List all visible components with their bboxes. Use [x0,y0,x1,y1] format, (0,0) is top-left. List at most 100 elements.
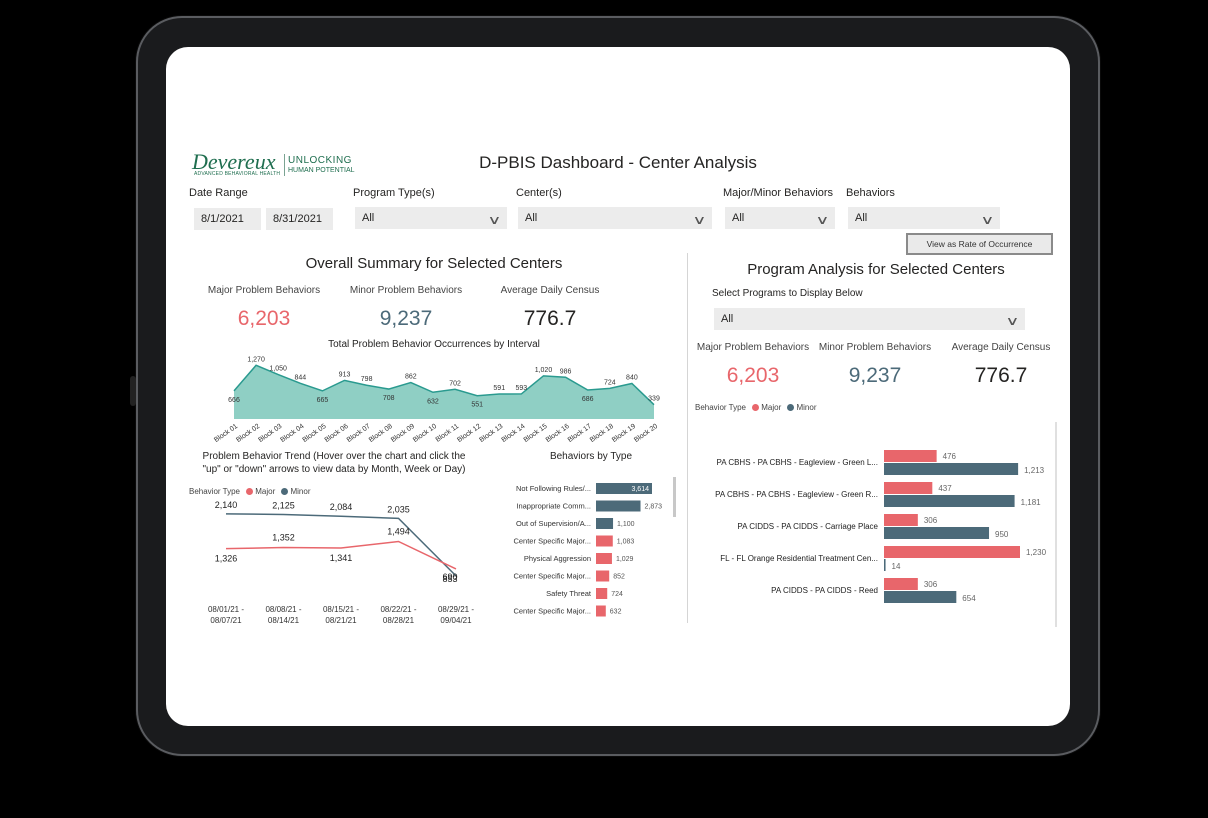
category-label: FL - FL Orange Residential Treatment Cen… [720,554,878,563]
major-bar [884,514,918,526]
data-label: 1,270 [247,356,265,363]
data-label: 306 [924,516,938,525]
data-label: 724 [611,591,623,598]
bar [596,535,613,547]
category-label: PA CIDDS - PA CIDDS - Reed [771,586,878,595]
behaviors-by-type-chart[interactable]: Not Following Rules/... 3,614 Inappropriat… [496,477,686,625]
x-tick-label: Block 16 [545,423,571,444]
x-tick-label: 09/04/21 [440,616,472,625]
data-label: 551 [471,402,483,409]
major-legend-dot [752,404,760,412]
data-label: 1,326 [215,554,238,564]
x-tick-label: Block 05 [302,423,328,444]
section-divider [687,253,688,623]
major-bar [884,450,937,462]
data-label: 306 [924,580,938,589]
data-label: 437 [938,484,952,493]
category-label: Out of Supervision/A... [516,519,591,528]
x-tick-label: 08/01/21 - [208,605,244,614]
x-tick-label: 08/14/21 [268,616,300,625]
category-label: Center Specific Major... [513,537,591,546]
data-label: 1,181 [1021,498,1042,507]
data-label: 591 [493,385,505,392]
overall-summary-title: Overall Summary for Selected Centers [305,255,563,272]
trend-title-line-2: "up" or "down" arrows to view data by Mo… [202,464,466,475]
program-legend-title: Behavior Type [695,403,746,412]
major-minor-label: Major/Minor Behaviors [723,187,834,199]
minor-bar [884,463,1019,475]
bar [596,483,652,494]
category-label: PA CBHS - PA CBHS - Eagleview - Green L.… [716,458,878,467]
logo-subtitle: ADVANCED BEHAVIORAL HEALTH [194,171,281,177]
date-start-input[interactable]: 8/1/2021 [194,208,261,230]
interval-chart-title: Total Problem Behavior Occurrences by In… [328,339,540,350]
rate-of-occurrence-button[interactable]: View as Rate of Occurrence [906,233,1053,255]
data-label: 1,213 [1024,466,1045,475]
program-major-label: Major Problem Behaviors [696,342,810,353]
interval-area-chart[interactable]: 666 1,270 1,050 844 665 913 798 708 862 632 702 551… [206,352,676,444]
x-tick-label: Block 11 [435,423,461,444]
x-tick-label: Block 02 [235,423,261,444]
data-label: 632 [427,398,439,405]
major-minor-select[interactable]: All ∨ [725,207,835,229]
area-line [233,364,655,406]
data-label: 593 [516,385,528,392]
data-label: 852 [613,574,625,581]
page-title: D-PBIS Dashboard - Center Analysis [479,153,757,172]
data-label: 913 [339,371,351,378]
category-label: Physical Aggression [524,554,591,563]
bar [596,588,608,599]
overall-minor-label: Minor Problem Behaviors [349,285,463,296]
minor-bar [884,495,1015,507]
x-tick-label: Block 07 [346,423,372,444]
x-tick-label: 08/15/21 - [323,605,359,614]
overall-major-label: Major Problem Behaviors [207,285,321,296]
data-label: 1,230 [1026,548,1047,557]
category-label: Center Specific Major... [513,607,591,616]
bar [596,518,614,529]
x-tick-label: 08/21/21 [325,616,357,625]
data-label: 476 [943,452,957,461]
bar [596,605,606,617]
data-label: 1,029 [616,556,634,563]
data-label: 1,352 [272,533,295,543]
date-end-input[interactable]: 8/31/2021 [266,208,333,230]
behaviors-select[interactable]: All ∨ [848,207,1000,229]
x-tick-label: Block 04 [279,423,305,444]
behaviors-value: All [855,212,868,224]
trend-title-line-1: Problem Behavior Trend (Hover over the c… [202,451,466,462]
x-tick-label: 08/07/21 [210,616,242,625]
program-type-value: All [362,212,375,224]
trend-legend: Behavior Type Major Minor [189,487,311,496]
program-type-label: Program Type(s) [353,187,435,199]
center-select[interactable]: All ∨ [518,207,712,229]
x-tick-label: Block 14 [500,423,526,444]
chevron-down-icon: ∨ [487,213,502,227]
data-label: 1,494 [387,526,410,536]
x-tick-label: Block 10 [412,423,438,444]
category-label: PA CBHS - PA CBHS - Eagleview - Green R.… [715,490,878,499]
program-type-select[interactable]: All ∨ [355,207,507,229]
series-line-major [225,540,457,570]
category-label: Not Following Rules/... [516,484,591,493]
trend-line-chart[interactable]: 2,140 2,125 2,084 2,035 690 1,326 1,352 1,341 1,… [206,499,506,634]
program-legend-minor: Minor [796,403,817,412]
program-minor-value: 9,237 [848,364,902,387]
center-label: Center(s) [516,187,562,199]
program-bar-chart[interactable]: PA CBHS - PA CBHS - Eagleview - Green L.… [694,442,1054,607]
minor-legend-dot [787,404,795,412]
x-tick-label: 08/29/21 - [438,605,474,614]
x-tick-label: 08/28/21 [383,616,415,625]
program-chart-scrollbar[interactable] [1055,422,1057,627]
data-label: 2,084 [330,502,353,512]
chevron-down-icon: ∨ [815,213,830,227]
programs-select[interactable]: All ∨ [714,308,1025,330]
data-label: 2,873 [645,504,663,511]
category-label: Safety Threat [546,589,592,598]
data-label: 339 [648,396,660,403]
chevron-down-icon: ∨ [692,213,707,227]
minor-legend-dot [281,488,289,496]
major-bar [884,578,918,590]
x-tick-label: 08/08/21 - [265,605,301,614]
data-label: 1,020 [535,367,553,374]
